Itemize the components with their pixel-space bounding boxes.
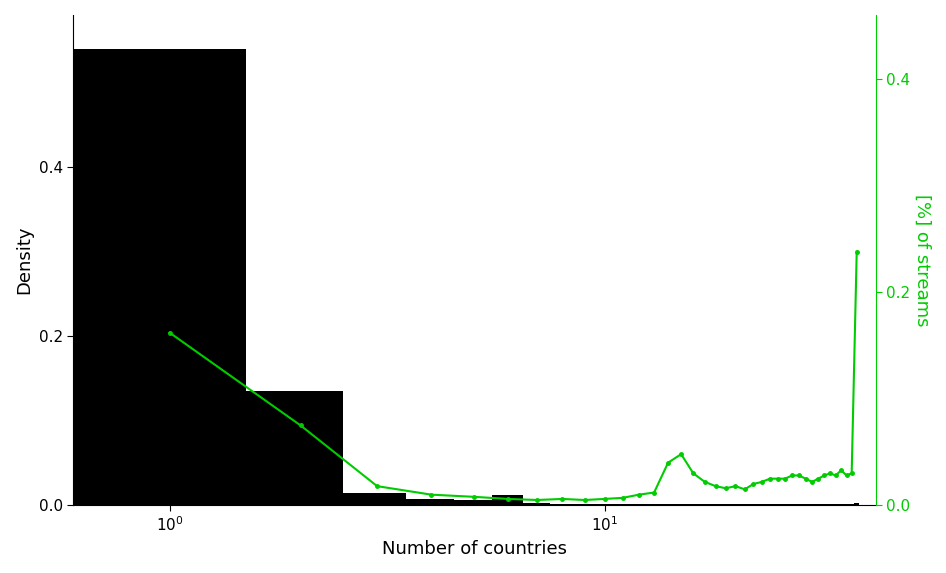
Bar xyxy=(730,504,740,505)
Bar xyxy=(631,504,647,505)
Bar xyxy=(850,504,854,505)
Bar xyxy=(774,504,781,505)
Bar xyxy=(492,495,523,505)
Bar xyxy=(781,504,789,505)
Bar xyxy=(740,504,749,505)
Bar xyxy=(821,504,827,505)
Y-axis label: Density: Density xyxy=(15,226,33,295)
Bar xyxy=(832,504,838,505)
Bar xyxy=(710,504,721,505)
Bar xyxy=(699,504,710,505)
Bar xyxy=(574,504,595,505)
Bar xyxy=(246,391,342,505)
X-axis label: Number of countries: Number of countries xyxy=(382,540,567,558)
Bar xyxy=(827,504,832,505)
Bar xyxy=(614,504,631,505)
Bar xyxy=(766,504,774,505)
Bar xyxy=(789,504,796,505)
Bar xyxy=(809,504,815,505)
Y-axis label: [%] of streams: [%] of streams xyxy=(913,194,931,327)
Bar xyxy=(688,504,699,505)
Bar xyxy=(342,493,406,505)
Bar xyxy=(758,504,766,505)
Bar xyxy=(749,504,758,505)
Bar xyxy=(854,503,859,505)
Bar xyxy=(523,503,551,505)
Bar xyxy=(796,504,802,505)
Bar xyxy=(661,504,674,505)
Bar xyxy=(815,504,821,505)
Bar xyxy=(595,504,614,505)
Bar xyxy=(73,49,246,505)
Bar xyxy=(454,500,492,505)
Bar xyxy=(406,499,454,505)
Bar xyxy=(802,504,809,505)
Bar xyxy=(551,504,574,505)
Bar xyxy=(838,504,844,505)
Bar xyxy=(721,504,730,505)
Bar xyxy=(674,504,688,505)
Bar xyxy=(647,504,661,505)
Bar xyxy=(844,504,850,505)
